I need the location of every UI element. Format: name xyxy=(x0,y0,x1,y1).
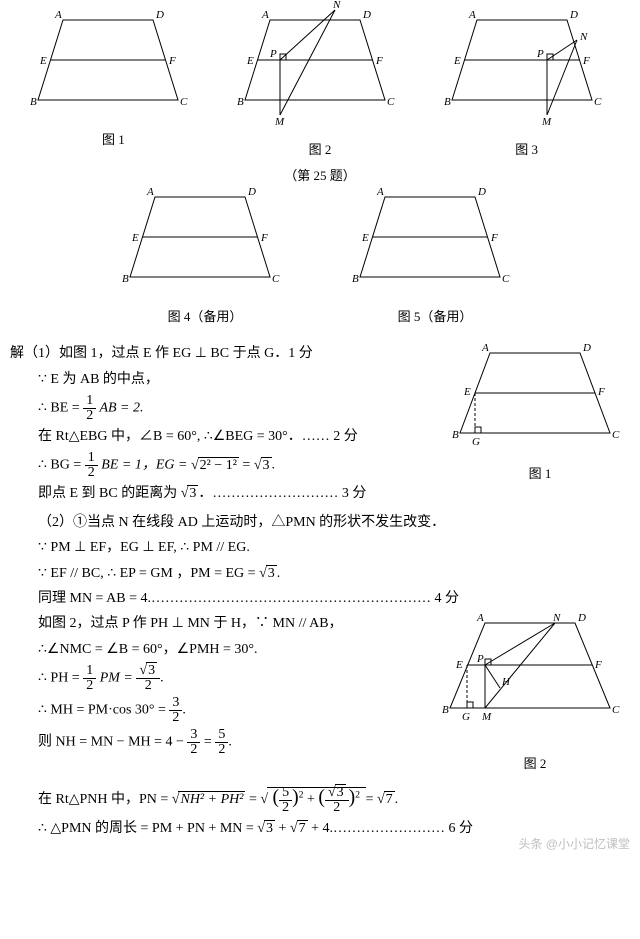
svg-text:E: E xyxy=(246,55,254,67)
svg-text:A: A xyxy=(146,186,154,198)
svg-text:C: C xyxy=(612,429,620,441)
svg-text:C: C xyxy=(612,704,620,716)
svg-text:G: G xyxy=(472,436,480,448)
svg-text:B: B xyxy=(444,96,451,108)
svg-text:P: P xyxy=(536,48,544,60)
svg-text:F: F xyxy=(597,386,605,398)
svg-text:C: C xyxy=(502,273,510,285)
solution-figure-1: A D B C E F G 图 1 xyxy=(450,343,630,484)
svg-text:H: H xyxy=(501,676,511,688)
figure-4-caption: 图 4（备用） xyxy=(120,307,290,328)
svg-text:B: B xyxy=(452,429,459,441)
figure-2-caption: 图 2 xyxy=(235,140,405,161)
figure-3-caption: 图 3 xyxy=(442,140,612,161)
svg-text:D: D xyxy=(577,612,586,624)
svg-text:D: D xyxy=(569,9,578,21)
sol-line-9: ∵ EF // BC, ∴ EP = GM ，PM = EG = 3. xyxy=(10,563,630,585)
svg-text:D: D xyxy=(582,342,591,354)
sol-line-16: 在 Rt△PNH 中，PN = NH² + PH² = (52)2 + (32)… xyxy=(10,782,630,814)
svg-text:G: G xyxy=(462,711,470,723)
solution-figure-2: A D B C E F N P G M H 图 2 xyxy=(440,613,630,774)
sol-line-10: 同理 MN = AB = 4.…………………………………………………… 4 分 xyxy=(10,588,630,610)
svg-text:C: C xyxy=(387,96,395,108)
figure-3: A D B C E F N P M 图 3 xyxy=(442,10,612,161)
svg-text:F: F xyxy=(490,232,498,244)
svg-text:N: N xyxy=(579,31,588,43)
figure-5: A D B C E F 图 5（备用） xyxy=(350,187,520,328)
svg-text:F: F xyxy=(375,55,383,67)
svg-text:E: E xyxy=(361,232,369,244)
svg-text:D: D xyxy=(362,9,371,21)
problem-caption: （第 25 题） xyxy=(10,166,630,187)
svg-text:M: M xyxy=(541,116,552,128)
svg-text:E: E xyxy=(455,659,463,671)
svg-text:B: B xyxy=(122,273,129,285)
watermark: 头条 @小小记忆课堂 xyxy=(518,835,630,854)
svg-text:A: A xyxy=(54,9,62,21)
svg-text:E: E xyxy=(453,55,461,67)
figure-1-caption: 图 1 xyxy=(28,130,198,151)
svg-text:B: B xyxy=(352,273,359,285)
svg-text:D: D xyxy=(477,186,486,198)
svg-text:A: A xyxy=(261,9,269,21)
svg-text:B: B xyxy=(442,704,449,716)
sol-line-7: （2）①当点 N 在线段 AD 上运动时，△PMN 的形状不发生改变． xyxy=(10,512,630,534)
solution-body: A D B C E F G 图 1 解（1）如图 1，过点 E 作 EG ⊥ B… xyxy=(10,343,630,854)
svg-text:M: M xyxy=(481,711,492,723)
svg-text:B: B xyxy=(237,96,244,108)
svg-text:F: F xyxy=(594,659,602,671)
svg-text:C: C xyxy=(272,273,280,285)
svg-text:D: D xyxy=(247,186,256,198)
svg-text:E: E xyxy=(131,232,139,244)
svg-text:A: A xyxy=(376,186,384,198)
figure-5-caption: 图 5（备用） xyxy=(350,307,520,328)
svg-text:F: F xyxy=(260,232,268,244)
svg-text:M: M xyxy=(274,116,285,128)
figure-row-2: A D B C E F 图 4（备用） A D B C E F 图 5（备用） xyxy=(10,187,630,328)
svg-text:D: D xyxy=(155,9,164,21)
svg-text:F: F xyxy=(168,55,176,67)
svg-text:N: N xyxy=(552,612,561,624)
figure-4: A D B C E F 图 4（备用） xyxy=(120,187,290,328)
figure-2: A D B C E F N P M 图 2 xyxy=(235,10,405,161)
figure-row-1: A D B C E F 图 1 A D B C E F N P M 图 2 xyxy=(10,10,630,161)
svg-text:N: N xyxy=(332,0,341,11)
svg-text:P: P xyxy=(476,653,484,665)
svg-text:F: F xyxy=(582,55,590,67)
svg-text:E: E xyxy=(39,55,47,67)
sol-line-6: 即点 E 到 BC 的距离为 3．……………………… 3 分 xyxy=(10,483,630,505)
svg-text:B: B xyxy=(30,96,37,108)
svg-text:E: E xyxy=(463,386,471,398)
svg-text:A: A xyxy=(468,9,476,21)
svg-text:C: C xyxy=(594,96,602,108)
svg-text:P: P xyxy=(269,48,277,60)
sol-line-8: ∵ PM ⊥ EF，EG ⊥ EF, ∴ PM // EG. xyxy=(10,537,630,559)
figure-1: A D B C E F 图 1 xyxy=(28,10,198,161)
svg-text:A: A xyxy=(476,612,484,624)
svg-text:A: A xyxy=(481,342,489,354)
svg-text:C: C xyxy=(180,96,188,108)
